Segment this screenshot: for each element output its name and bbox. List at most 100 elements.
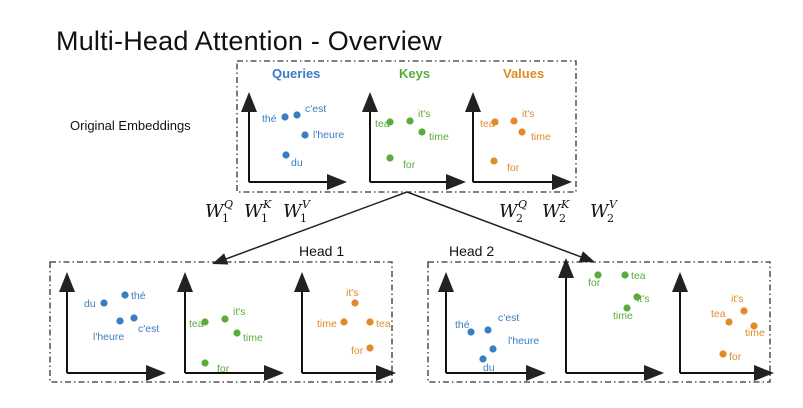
embedding-label: it's <box>233 306 246 318</box>
embedding-point <box>518 128 526 136</box>
weight-w1v-sub: 1 <box>300 212 307 225</box>
weight-w1k-sup: K <box>262 198 272 211</box>
weight-w2q-sup: Q <box>518 198 527 211</box>
embedding-label: du <box>84 298 96 310</box>
embedding-point <box>623 304 631 312</box>
embedding-label: thé <box>131 290 146 302</box>
head-1-label: Head 1 <box>299 243 345 259</box>
embedding-point <box>386 118 394 126</box>
embedding-point <box>233 329 241 337</box>
embedding-point <box>340 318 348 326</box>
embedding-label: time <box>243 332 263 344</box>
embedding-point <box>406 117 414 125</box>
embedding-label: time <box>745 327 765 339</box>
embedding-point <box>121 291 129 299</box>
arrow-to-head-2 <box>406 191 595 263</box>
embedding-point <box>282 151 290 159</box>
weight-w2k: W <box>542 201 562 222</box>
embedding-point <box>221 315 229 323</box>
head1-keys-plot: tea it's time for <box>177 272 284 381</box>
embedding-point <box>301 131 309 139</box>
embedding-label: tea <box>376 318 391 330</box>
queries-title: Queries <box>272 66 320 81</box>
original-keys-plot: tea it's time for <box>362 92 466 190</box>
embedding-label: it's <box>637 293 650 305</box>
values-title: Values <box>503 66 544 81</box>
head-2-label: Head 2 <box>449 243 495 259</box>
embedding-label: for <box>507 162 520 174</box>
original-values-plot: tea it's time for <box>465 92 572 190</box>
embedding-point <box>281 113 289 121</box>
weight-w1v: W <box>283 201 303 222</box>
embedding-label: c'est <box>498 312 519 324</box>
embedding-point <box>479 355 487 363</box>
weight-w2v-sub: 2 <box>607 212 614 225</box>
head2-keys-plot: for tea it's time <box>558 258 664 381</box>
embedding-label: for <box>351 345 364 357</box>
embedding-label: it's <box>522 108 535 120</box>
weight-w1q-sup: Q <box>224 198 233 211</box>
weight-w2v-sup: V <box>609 198 618 211</box>
embedding-point <box>633 293 641 301</box>
embedding-point <box>467 328 475 336</box>
embedding-point <box>386 154 394 162</box>
embedding-label: du <box>483 362 495 374</box>
weight-w1q-sub: 1 <box>222 212 229 225</box>
embedding-point <box>594 271 602 279</box>
weight-w1k: W <box>244 201 264 222</box>
embedding-label: time <box>613 310 633 322</box>
embedding-point <box>366 344 374 352</box>
embedding-label: l'heure <box>313 129 344 141</box>
embedding-label: c'est <box>138 323 159 335</box>
weight-w2v: W <box>590 201 610 222</box>
embedding-point <box>201 318 209 326</box>
head1-values-plot: it's time tea for <box>294 272 396 381</box>
embedding-point <box>351 299 359 307</box>
embedding-point <box>621 271 629 279</box>
embedding-label: l'heure <box>508 335 539 347</box>
embedding-label: tea <box>189 318 204 330</box>
embedding-point <box>418 128 426 136</box>
embedding-point <box>740 307 748 315</box>
embedding-label: c'est <box>305 103 326 115</box>
embedding-label: time <box>317 318 337 330</box>
embedding-point <box>293 111 301 119</box>
embedding-point <box>719 350 727 358</box>
embedding-point <box>725 318 733 326</box>
embedding-point <box>510 117 518 125</box>
head-2-box <box>427 261 771 383</box>
embedding-point <box>366 318 374 326</box>
embedding-point <box>100 299 108 307</box>
embedding-label: for <box>403 159 416 171</box>
embedding-point <box>116 317 124 325</box>
embedding-label: for <box>588 277 601 289</box>
embedding-label: it's <box>731 293 744 305</box>
embedding-label: time <box>531 131 551 143</box>
original-queries-plot: thé c'est l'heure du <box>241 92 347 190</box>
head1-queries-plot: du thé l'heure c'est <box>59 272 166 381</box>
embedding-label: for <box>217 363 230 375</box>
embedding-label: thé <box>455 319 470 331</box>
page-title: Multi-Head Attention - Overview <box>56 26 442 56</box>
embedding-label: tea <box>480 118 495 130</box>
embedding-plots: théc'estl'heureduteait'stimeforteait'sti… <box>59 92 774 381</box>
embedding-label: for <box>729 351 742 363</box>
weight-w2q-sub: 2 <box>516 212 523 225</box>
embedding-label: time <box>429 131 449 143</box>
embedding-point <box>484 326 492 334</box>
embedding-label: it's <box>346 287 359 299</box>
embedding-label: du <box>291 157 303 169</box>
embedding-point <box>489 345 497 353</box>
embedding-label: thé <box>262 113 277 125</box>
embedding-point <box>201 359 209 367</box>
embedding-point <box>490 157 498 165</box>
embedding-label: tea <box>375 118 390 130</box>
head2-queries-plot: thé c'est l'heure du <box>438 272 546 381</box>
embedding-point <box>130 314 138 322</box>
embedding-label: tea <box>631 270 646 282</box>
weight-w2k-sub: 2 <box>559 212 566 225</box>
head-2-weights: W 2 Q W 2 K W 2 V <box>499 198 618 225</box>
weight-w2k-sup: K <box>560 198 570 211</box>
